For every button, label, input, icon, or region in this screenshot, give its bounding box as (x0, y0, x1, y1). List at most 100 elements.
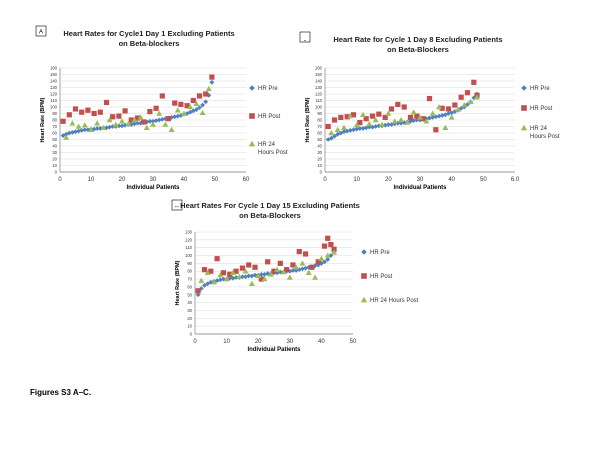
data-point-square (233, 268, 239, 274)
data-point-square (439, 105, 445, 111)
data-point-triangle (143, 124, 150, 131)
data-point-diamond (144, 119, 150, 125)
data-point-triangle (299, 260, 306, 266)
data-point-diamond (389, 122, 394, 127)
legend-label: HR Post (530, 106, 553, 112)
data-point-triangle (467, 98, 474, 105)
data-point-diamond (408, 118, 413, 124)
data-point-square (220, 270, 227, 276)
y-tick-label: 110 (315, 98, 322, 103)
chart-title-line: Heart Rate for Cycle 1 Day 8 Excluding P… (333, 35, 502, 44)
data-point-square (420, 116, 426, 122)
data-point-triangle (305, 269, 312, 276)
legend-marker-square (249, 113, 255, 119)
data-point-square (209, 74, 215, 80)
x-tick-label: 30 (417, 177, 424, 183)
data-point-triangle (385, 110, 392, 116)
x-tick-label: 0 (193, 339, 197, 345)
data-point-triangle (150, 121, 156, 127)
y-tick-label: 80 (187, 269, 192, 274)
data-point-triangle (293, 264, 300, 270)
chart-title-line: on Beta-Blockers (387, 45, 449, 54)
y-tick-label: 60 (317, 131, 322, 136)
data-point-square (203, 91, 209, 97)
data-point-triangle (198, 277, 205, 283)
legend-label: HR Pre (530, 86, 550, 92)
data-point-triangle (366, 120, 373, 127)
data-point-square (103, 99, 110, 106)
data-point-square (344, 114, 350, 120)
legend-marker-diamond (249, 85, 255, 91)
data-point-diamond (187, 109, 193, 115)
data-point-diamond (197, 105, 202, 111)
data-point-diamond (373, 124, 379, 129)
data-point-triangle (210, 279, 217, 285)
data-point-triangle (328, 130, 335, 136)
y-tick-label: 40 (317, 144, 322, 149)
data-point-triangle (125, 120, 132, 127)
data-point-diamond (398, 120, 404, 126)
data-point-diamond (150, 118, 156, 124)
data-point-square (91, 110, 97, 117)
data-point-diamond (82, 127, 88, 133)
data-point-diamond (97, 126, 103, 131)
data-point-triangle (436, 104, 442, 110)
data-point-triangle (94, 120, 101, 126)
data-point-diamond (376, 123, 382, 129)
y-tick-label: 100 (185, 253, 193, 258)
data-point-square (141, 119, 147, 125)
y-tick-label: 90 (52, 111, 57, 116)
data-point-triangle (217, 272, 224, 278)
chart-panel-c: ↔ Heart Rates For Cycle 1 Day 15 Excludin… (171, 199, 419, 353)
y-tick-label: 30 (317, 150, 322, 155)
data-point-triangle (312, 274, 319, 280)
y-tick-label: 160 (315, 66, 323, 71)
data-point-triangle (331, 249, 338, 255)
data-point-triangle (347, 113, 354, 119)
panel-label: ˬ (304, 36, 306, 42)
data-point-square (325, 123, 331, 130)
data-point-square (178, 101, 184, 107)
data-point-triangle (318, 255, 325, 261)
data-point-square (369, 113, 376, 119)
y-tick-label: 30 (52, 150, 57, 155)
data-point-diamond (159, 116, 165, 122)
legend-label: HR 24 (530, 126, 548, 132)
data-point-triangle (112, 121, 119, 127)
panel-label-box (299, 31, 311, 43)
y-tick-label: 120 (50, 92, 58, 97)
data-point-square (208, 268, 214, 274)
chart-panel-a: A Heart Rates for Cycle1 Day 1 Excluding … (35, 25, 288, 191)
data-point-diamond (385, 122, 391, 127)
y-tick-label: 0 (55, 170, 58, 175)
data-point-square (214, 256, 220, 262)
data-point-square (122, 108, 128, 114)
legend-label: HR Post (370, 274, 393, 280)
data-point-diamond (190, 108, 196, 114)
legend-marker-triangle (248, 140, 256, 147)
panel-label-box (35, 25, 47, 37)
data-point-square (331, 117, 338, 123)
data-point-diamond (258, 271, 264, 277)
y-tick-label: 50 (187, 292, 192, 297)
data-point-square (471, 79, 477, 85)
y-tick-label: 90 (317, 111, 322, 116)
data-point-square (388, 106, 395, 112)
data-point-diamond (172, 114, 178, 120)
y-tick-label: 50 (317, 137, 322, 142)
data-point-square (309, 264, 315, 270)
data-point-diamond (360, 126, 366, 131)
data-point-diamond (246, 273, 252, 279)
data-point-square (60, 118, 66, 124)
data-point-diamond (233, 275, 239, 280)
data-point-triangle (229, 269, 236, 276)
data-point-diamond (328, 135, 334, 141)
y-tick-label: 80 (52, 118, 57, 123)
data-point-square (407, 114, 414, 120)
y-tick-label: 130 (315, 85, 323, 90)
data-point-diamond (91, 126, 97, 132)
data-point-diamond (458, 105, 464, 111)
data-point-square (328, 241, 334, 248)
x-tick-label: 40 (318, 339, 325, 345)
legend-marker-triangle (360, 296, 368, 303)
